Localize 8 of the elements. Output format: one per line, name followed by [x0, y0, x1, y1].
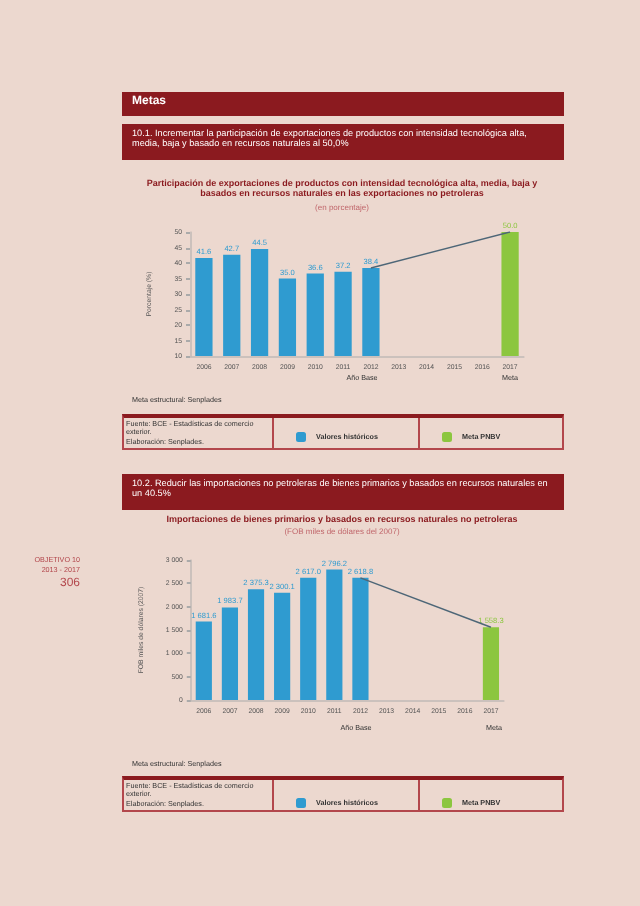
bar — [300, 577, 317, 700]
bar — [482, 627, 500, 700]
bar — [326, 569, 343, 700]
bar — [195, 621, 212, 700]
bar — [221, 607, 239, 700]
bar — [247, 589, 265, 700]
bar — [352, 577, 369, 700]
bar — [274, 592, 291, 700]
